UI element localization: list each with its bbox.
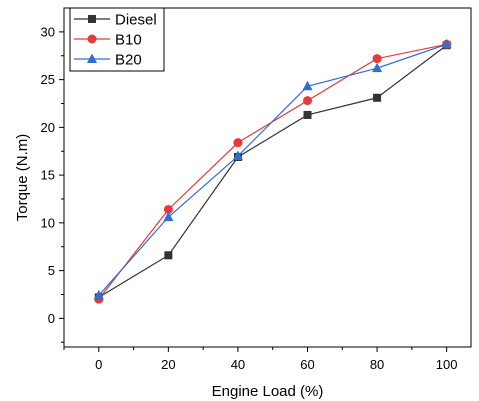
series-line-b20: [98, 43, 447, 296]
legend-marker: [87, 34, 97, 44]
legend-marker: [88, 15, 96, 23]
y-tick-label-0: 0: [48, 311, 55, 326]
y-tick-label-20: 20: [41, 120, 55, 135]
x-tick-label-0: 0: [95, 357, 102, 372]
legend-label: Diesel: [115, 12, 157, 29]
y-axis: 0 5 10 15 20 25 30: [41, 24, 64, 343]
x-tick-label-100: 100: [436, 357, 458, 372]
data-point-diesel-60: [303, 110, 312, 119]
data-point-b10-60: [303, 96, 313, 106]
legend: Diesel B10 B20: [69, 7, 165, 72]
y-tick-label-25: 25: [41, 72, 55, 87]
series-line-b10: [98, 43, 447, 300]
x-tick-label-40: 40: [231, 357, 245, 372]
legend-item-diesel: Diesel: [74, 12, 157, 29]
y-axis-title: Torque (N.m): [14, 134, 31, 222]
data-point-b20-60: [302, 80, 313, 91]
series-b20: [93, 38, 452, 300]
data-point-diesel-80: [373, 93, 382, 102]
y-tick-label-30: 30: [41, 24, 55, 39]
data-point-b20-0: [93, 289, 104, 300]
y-tick-label-15: 15: [41, 168, 55, 183]
data-point-b20-20: [163, 211, 174, 222]
x-tick-label-20: 20: [161, 357, 175, 372]
x-axis: 0 20 40 60 80 100: [63, 347, 458, 372]
x-tick-label-60: 60: [300, 357, 314, 372]
series-b10: [94, 39, 452, 304]
data-point-b20-80: [372, 62, 383, 73]
series-line-diesel: [98, 44, 448, 298]
plot-border: [63, 7, 472, 348]
legend-label: B10: [115, 32, 142, 49]
x-axis-title: Engine Load (%): [212, 383, 324, 400]
plot-frame: [63, 7, 472, 348]
data-point-b10-40: [233, 138, 243, 148]
y-tick-label-5: 5: [48, 263, 55, 278]
data-point-b20-40: [232, 150, 243, 161]
y-tick-label-10: 10: [41, 215, 55, 230]
data-point-b20-100: [441, 38, 452, 49]
x-tick-label-80: 80: [370, 357, 384, 372]
series-diesel: [94, 41, 451, 302]
data-point-b10-20: [163, 204, 173, 214]
legend-label: B20: [115, 52, 142, 69]
legend-marker: [87, 53, 97, 63]
series-layer: [93, 38, 452, 304]
data-point-b10-80: [372, 54, 382, 64]
legend-item-b10: B10: [74, 32, 142, 49]
data-point-diesel-20: [164, 251, 173, 260]
legend-item-b20: B20: [74, 52, 142, 69]
